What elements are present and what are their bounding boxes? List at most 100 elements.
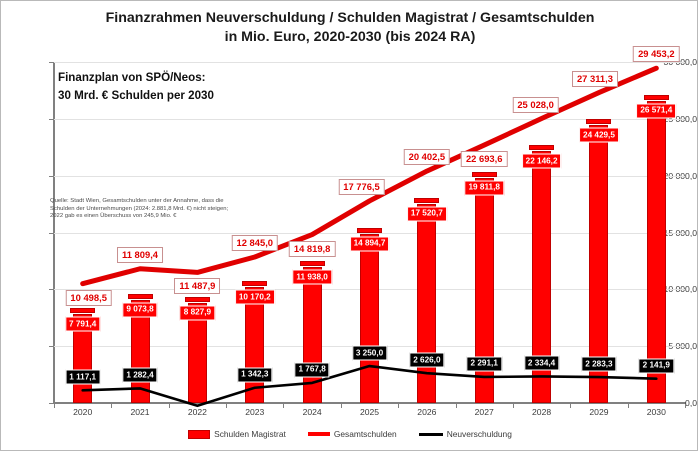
legend-line-swatch-icon: [418, 432, 443, 436]
bar-cap: [184, 296, 210, 302]
legend-item-gesamtschulden[interactable]: Gesamtschulden: [307, 429, 397, 439]
bar-cap: [357, 227, 382, 233]
x-axis-tick-mark: [685, 404, 686, 408]
bar[interactable]: [646, 100, 666, 403]
gridline: [54, 175, 685, 177]
bar-value-label: 24 429,5: [579, 127, 619, 143]
finanzplan-annotation: Finanzplan von SPÖ/Neos: 30 Mrd. € Schul…: [58, 69, 214, 105]
bar-cap: [471, 171, 497, 177]
neuverschuldung-line[interactable]: [81, 364, 658, 408]
neuverschuldung-value-label: 2 291,1: [466, 356, 502, 372]
x-axis-tick-label: 2029: [589, 407, 609, 417]
bar-cap: [70, 308, 96, 314]
legend-label: Schulden Magistrat: [214, 429, 286, 439]
bar[interactable]: [589, 125, 609, 403]
bar-cap: [299, 261, 325, 267]
x-axis-line: [53, 402, 686, 404]
y-axis-tick-mark: [49, 403, 53, 404]
chart-title: Finanzrahmen Neuverschuldung / Schulden …: [1, 9, 697, 47]
bar-cap: [242, 281, 268, 287]
neuverschuldung-value-label: 1 117,1: [65, 369, 101, 385]
bar-value-label: 8 827,9: [179, 305, 216, 321]
x-axis-tick-label: 2030: [646, 407, 666, 417]
y-axis-tick-mark: [49, 62, 53, 63]
gesamtschulden-value-label: 10 498,5: [65, 289, 112, 306]
x-axis-tick-mark: [512, 404, 514, 408]
chart-title-line1: Finanzrahmen Neuverschuldung / Schulden …: [105, 10, 595, 26]
legend-item-neuverschuldung[interactable]: Neuverschuldung: [418, 429, 512, 439]
gesamtschulden-value-label: 11 487,9: [174, 278, 221, 295]
x-axis-tick-mark: [226, 404, 228, 408]
gridline: [54, 118, 685, 120]
bar-value-label: 26 571,4: [636, 103, 677, 119]
x-axis-tick-label: 2025: [359, 407, 380, 417]
y-axis-tick-mark: [49, 346, 53, 348]
neuverschuldung-value-label: 1 767,8: [294, 362, 330, 378]
line-series-layer: [80, 65, 659, 408]
bar-value-label: 7 791,4: [65, 316, 101, 332]
x-axis-tick-mark: [398, 404, 400, 408]
source-note-line-2: Schulden der Unternehmungen (2024: 2.881…: [50, 205, 229, 212]
gesamtschulden-line[interactable]: [80, 65, 659, 287]
x-axis-tick-mark: [340, 404, 342, 408]
x-axis-tick-mark: [54, 404, 55, 408]
source-note-line-1: Quelle: Stadt Wien, Gesamtschulden unter…: [50, 198, 224, 204]
x-axis-tick-label: 2021: [130, 407, 150, 417]
gesamtschulden-value-label: 14 819,8: [288, 240, 336, 257]
bar-cap: [586, 119, 612, 125]
x-axis-tick-label: 2026: [417, 407, 437, 417]
x-axis-tick-label: 2027: [474, 407, 494, 417]
chart-legend: Schulden Magistrat Gesamtschulden Neuver…: [1, 429, 697, 439]
y-axis-tick-mark: [49, 175, 53, 177]
legend-item-schulden-magistrat[interactable]: Schulden Magistrat: [188, 429, 286, 439]
plot-area: 7 791,4 9 073,8 8 827,9 10 170,2 11 938,0 14 …: [54, 46, 685, 408]
source-note-line-3: 2022 gab es einen Überschuss von 245,9 M…: [50, 213, 177, 220]
bar-cap: [414, 197, 440, 203]
x-axis-tick-mark: [627, 404, 629, 408]
legend-label: Gesamtschulden: [333, 429, 397, 439]
x-axis-tick-label: 2028: [532, 407, 552, 417]
annotation-line-1: Finanzplan von SPÖ/Neos:: [58, 71, 206, 84]
neuverschuldung-value-label: 2 283,3: [581, 356, 617, 372]
bar[interactable]: [187, 302, 207, 403]
y-axis-tick-mark: [49, 118, 53, 120]
gesamtschulden-value-label: 22 693,6: [460, 151, 508, 168]
gesamtschulden-value-label: 12 845,0: [231, 234, 279, 251]
x-axis-tick-mark: [111, 404, 113, 408]
x-axis-tick-label: 2022: [187, 407, 207, 417]
y-axis-tick-label: 0,0: [685, 398, 697, 408]
y-axis-tick-mark: [49, 232, 53, 234]
gesamtschulden-value-label: 29 453,2: [633, 46, 680, 63]
bar-value-label: 19 811,8: [464, 180, 504, 196]
y-axis-tick-mark: [49, 289, 53, 291]
neuverschuldung-value-label: 3 250,0: [351, 345, 388, 361]
source-note: Quelle: Stadt Wien, Gesamtschulden unter…: [50, 198, 300, 221]
gesamtschulden-value-label: 11 809,4: [117, 246, 164, 263]
gesamtschulden-value-label: 27 311,3: [571, 70, 618, 87]
gridline: [54, 62, 685, 63]
bar-cap: [529, 145, 555, 151]
neuverschuldung-value-label: 2 626,0: [409, 352, 445, 368]
bar[interactable]: [360, 233, 379, 403]
gesamtschulden-value-label: 20 402,5: [403, 149, 451, 166]
neuverschuldung-value-label: 2 334,4: [523, 355, 560, 371]
neuverschuldung-value-label: 2 141,9: [638, 358, 674, 374]
x-axis-tick-label: 2024: [302, 407, 322, 417]
annotation-line-2: 30 Mrd. € Schulden per 2030: [58, 89, 214, 102]
legend-line-swatch-icon: [307, 432, 330, 436]
bar[interactable]: [474, 177, 494, 403]
bar-value-label: 10 170,2: [234, 289, 275, 305]
legend-bar-swatch-icon: [188, 429, 211, 439]
gesamtschulden-value-label: 25 028,0: [512, 96, 559, 113]
bar-cap: [127, 293, 153, 299]
gesamtschulden-value-label: 17 776,5: [338, 178, 385, 195]
neuverschuldung-value-label: 1 282,4: [122, 367, 158, 383]
bar-value-label: 22 146,2: [521, 153, 562, 169]
x-axis-tick-mark: [168, 404, 170, 408]
chart-title-line2: in Mio. Euro, 2020-2030 (bis 2024 RA): [224, 29, 476, 45]
bar[interactable]: [532, 151, 552, 403]
x-axis-tick-label: 2023: [245, 407, 265, 417]
bar-value-label: 17 520,7: [406, 206, 447, 222]
x-axis-tick-mark: [570, 404, 572, 408]
